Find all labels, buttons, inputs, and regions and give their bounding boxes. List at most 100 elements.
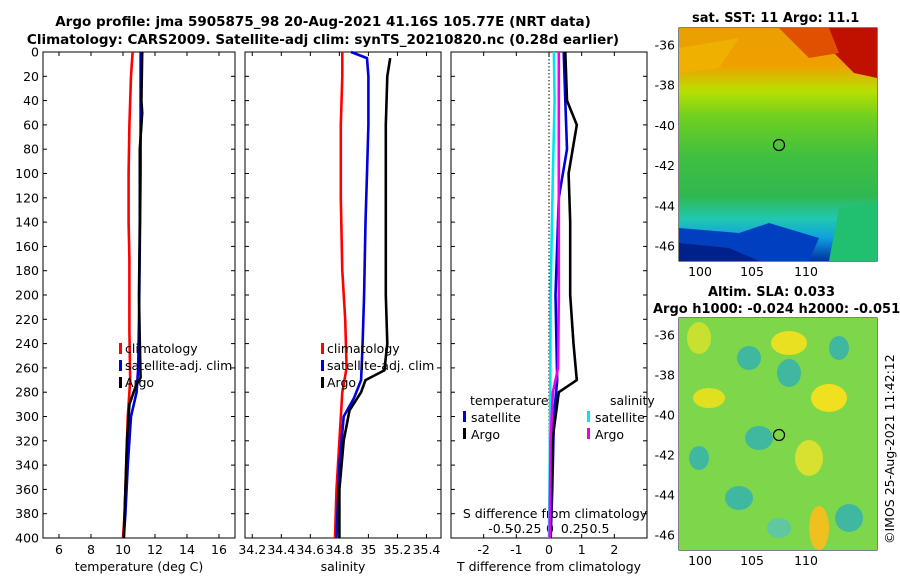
legend-swatch (119, 343, 122, 354)
ytick-label: 300 (15, 409, 39, 424)
series-line (122, 51, 144, 539)
legend-swatch (463, 428, 466, 439)
series-line (338, 57, 392, 538)
ytick-label: 20 (23, 69, 39, 84)
legend-swatch (463, 411, 466, 422)
ytick-label: 140 (15, 215, 39, 230)
ytick-label: 120 (15, 190, 39, 205)
xaxis-label: T difference from climatology (456, 559, 642, 574)
ytick-label: 280 (15, 385, 39, 400)
sst-cold-region-2 (679, 243, 759, 261)
sla-map-ytick-label: -36 (655, 328, 675, 343)
sla-map-ytick-label: -40 (655, 408, 675, 423)
ytick-label: 260 (15, 360, 39, 375)
legend-label: satellite (595, 410, 645, 425)
ytick-label: 40 (23, 93, 39, 108)
sst-map-xtick-label: 100 (688, 264, 712, 279)
sst-map-ytick-label: -44 (655, 198, 675, 213)
xtick-label: -1 (510, 542, 522, 557)
xtick-label: 35.4 (413, 542, 441, 557)
legend-label: Argo (327, 375, 356, 390)
sla-map-xtick-label: 100 (688, 553, 712, 568)
xtick-label: 8 (87, 542, 95, 557)
xtick-label: 12 (147, 542, 163, 557)
sst-map-title: sat. SST: 11 Argo: 11.1 (692, 11, 860, 26)
legend-label: satellite-adj. clim (327, 358, 434, 373)
xtick-label: -2 (477, 542, 489, 557)
ytick-label: 360 (15, 482, 39, 497)
series-line (335, 50, 370, 539)
xaxis-label: salinity (321, 559, 366, 574)
sla-map-ytick-label: -46 (655, 528, 675, 543)
xtick-label: 34.8 (325, 542, 353, 557)
xtick-label: 35 (360, 542, 376, 557)
sst-patch (679, 38, 739, 73)
sla-map-ytick-label: -38 (655, 368, 675, 383)
ytick-label: 240 (15, 336, 39, 351)
sla-map (679, 318, 877, 550)
series-line (548, 52, 561, 539)
xtick-label: 35.2 (384, 542, 412, 557)
sla-map-title1: Altim. SLA: 0.033 (708, 285, 835, 300)
legend-swatch (321, 343, 324, 354)
legend-label: Argo (125, 375, 154, 390)
ytick-label: 180 (15, 263, 39, 278)
argo-location-marker-sla (772, 428, 786, 442)
legend-label: satellite (471, 410, 521, 425)
ytick-label: 80 (23, 142, 39, 157)
xtick-label: 0 (545, 542, 553, 557)
legend-label: climatology (125, 341, 198, 356)
ytick-label: 380 (15, 506, 39, 521)
sst-map-ytick-label: -38 (655, 78, 675, 93)
legend-title-salinity: salinity (610, 393, 655, 408)
xtick-label: 10 (115, 542, 131, 557)
s-xtick-label: 0.25 (561, 521, 589, 536)
ytick-label: 320 (15, 433, 39, 448)
s-axis-label: S difference from climatology (463, 506, 648, 521)
sst-warm-region-2 (779, 28, 839, 58)
legend-label: climatology (327, 341, 400, 356)
ytick-label: 0 (31, 45, 39, 60)
ytick-label: 100 (15, 166, 39, 181)
xtick-label: 1 (578, 542, 586, 557)
xtick-label: 16 (211, 542, 227, 557)
s-xtick-label: -0.25 (509, 521, 541, 536)
chart-title-line2: Climatology: CARS2009. Satellite-adj cli… (26, 32, 620, 48)
sla-blobs (687, 322, 863, 550)
xtick-label: 2 (610, 542, 618, 557)
argo-location-marker (772, 138, 786, 152)
chart-title-line1: Argo profile: jma 5905875_98 20-Aug-2021… (55, 14, 591, 30)
legend-swatch (321, 377, 324, 388)
panel-difference: -2 -1 0 1 2 T difference from climatology -0.5… (450, 51, 655, 574)
legend-swatch (119, 360, 122, 371)
copyright-label: ©IMOS 25-Aug-2021 11:42:12 (882, 354, 897, 544)
s-xtick-label: -0.5 (488, 521, 512, 536)
legend-swatch (587, 428, 590, 439)
panel-salinity: 34.2 34.4 34.6 34.8 35 35.2 35.4 salinity climat… (238, 50, 442, 574)
legend-title-temperature: temperature (470, 393, 549, 408)
sst-map-xtick-label: 105 (740, 264, 764, 279)
sst-map (679, 28, 877, 261)
ytick-label: 60 (23, 117, 39, 132)
sla-map-xtick-label: 110 (794, 553, 818, 568)
legend-swatch (587, 411, 590, 422)
legend-swatch (321, 360, 324, 371)
sla-map-ytick-label: -44 (655, 488, 675, 503)
sst-patch-2 (829, 203, 877, 261)
legend-label: Argo (471, 427, 500, 442)
sst-map-xtick-label: 110 (794, 264, 818, 279)
xtick-label: 34.6 (296, 542, 324, 557)
ytick-label: 200 (15, 288, 39, 303)
sst-map-ytick-label: -42 (655, 158, 675, 173)
ytick-label: 160 (15, 239, 39, 254)
sst-map-ytick-label: -46 (655, 239, 675, 254)
sst-map-ytick-label: -40 (655, 118, 675, 133)
legend-label: satellite-adj. clim (125, 358, 232, 373)
series-line (333, 52, 348, 539)
sst-map-ytick-label: -36 (655, 38, 675, 53)
legend-swatch (119, 377, 122, 388)
xtick-label: 6 (55, 542, 63, 557)
xtick-label: 34.2 (238, 542, 266, 557)
xaxis-label: temperature (deg C) (75, 559, 204, 574)
